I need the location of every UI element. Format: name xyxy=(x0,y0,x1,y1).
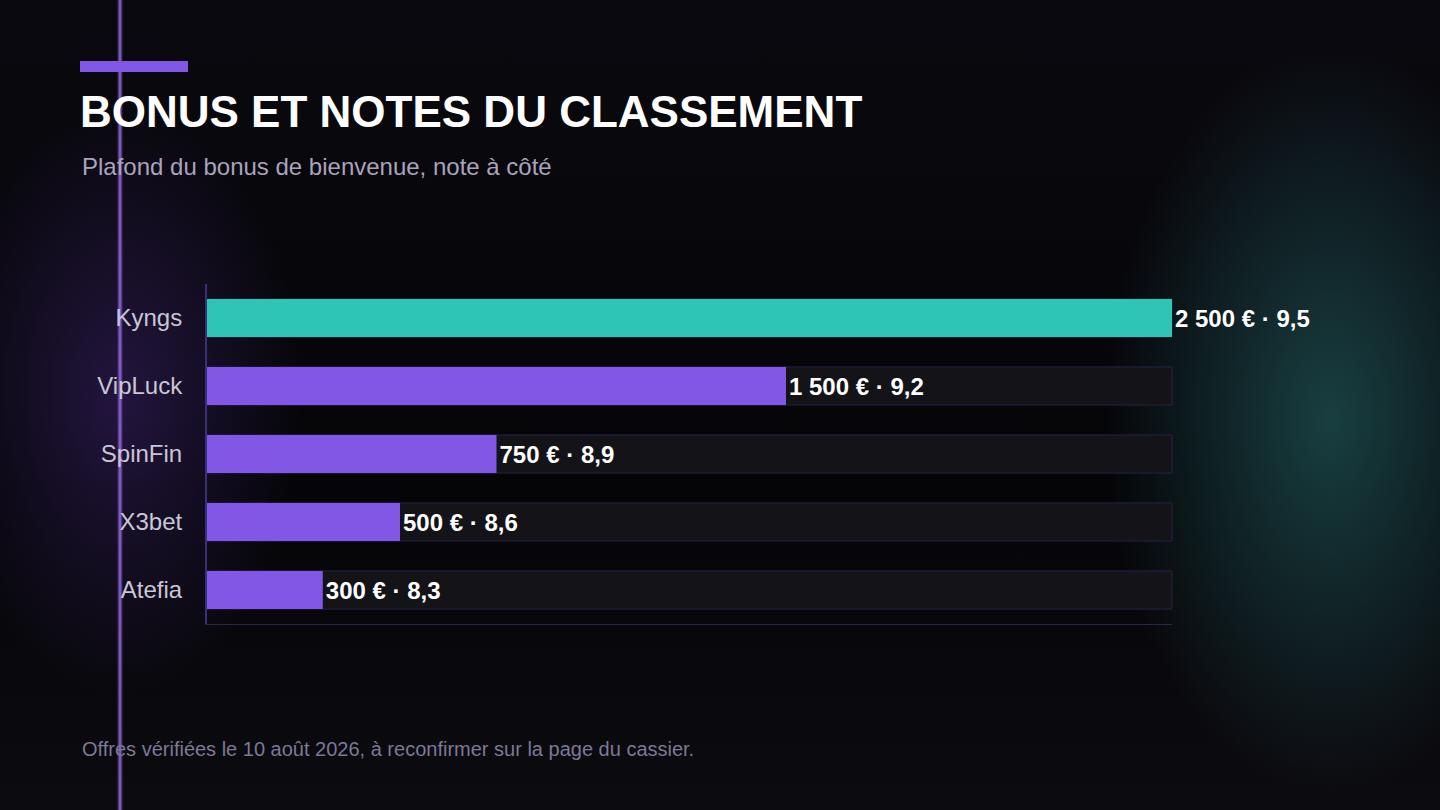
svg-text:BONUS ET NOTES DU CLASSEMENT: BONUS ET NOTES DU CLASSEMENT xyxy=(80,87,862,136)
svg-text:750 € · 8,9: 750 € · 8,9 xyxy=(500,441,615,468)
svg-text:Plafond du bonus de bienvenue,: Plafond du bonus de bienvenue, note à cô… xyxy=(82,153,552,180)
svg-text:SpinFin: SpinFin xyxy=(101,440,182,467)
svg-text:2 500 € · 9,5: 2 500 € · 9,5 xyxy=(1175,305,1310,332)
svg-text:Atefia: Atefia xyxy=(121,576,183,603)
svg-text:Kyngs: Kyngs xyxy=(115,304,182,331)
svg-text:1 500 € · 9,2: 1 500 € · 9,2 xyxy=(789,373,924,400)
svg-text:500 € · 8,6: 500 € · 8,6 xyxy=(403,509,518,536)
svg-text:VipLuck: VipLuck xyxy=(97,372,183,399)
svg-text:300 € · 8,3: 300 € · 8,3 xyxy=(326,577,441,604)
svg-text:Offres vérifiées le 10 août 20: Offres vérifiées le 10 août 2026, à reco… xyxy=(82,738,694,760)
svg-text:X3bet: X3bet xyxy=(119,508,182,535)
